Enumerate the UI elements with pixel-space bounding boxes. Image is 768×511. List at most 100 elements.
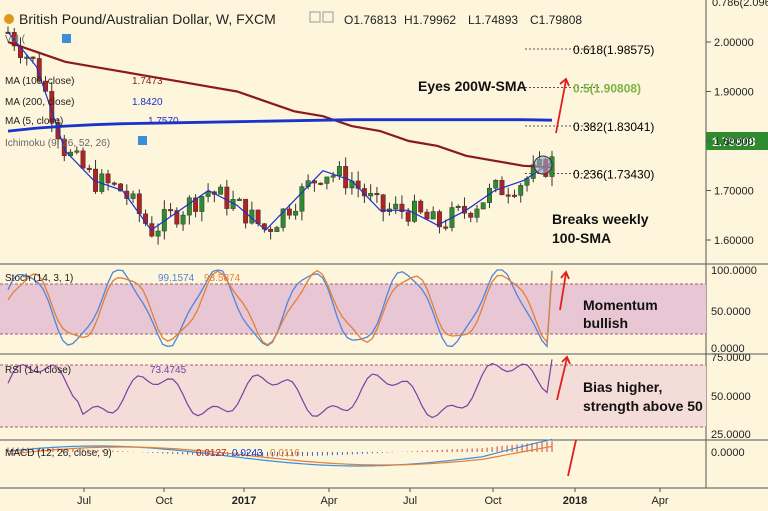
fib-level-label: 0.382(1.83041) xyxy=(573,120,654,134)
time-tick-label: 2017 xyxy=(232,495,256,507)
price-tick-label: 1.70000 xyxy=(714,186,754,198)
candle-body xyxy=(480,202,486,210)
ma100-value: 1.7473 xyxy=(132,76,163,87)
arrow-price-head xyxy=(559,77,570,87)
ma5-label[interactable]: MA (5, close) xyxy=(5,116,63,127)
close-value: C1.79808 xyxy=(530,13,582,27)
candle-body xyxy=(418,200,424,213)
price-tick-label: 1.80000 xyxy=(714,136,754,148)
candle-body xyxy=(299,186,305,212)
rsi-tick-label: 50.0000 xyxy=(711,391,751,403)
vol-label[interactable]: Vol ( xyxy=(5,34,26,45)
candle-body xyxy=(236,198,242,201)
rsi-band xyxy=(0,365,706,427)
candle-body xyxy=(411,200,417,222)
candle-body xyxy=(324,176,330,184)
current-price-label: 1.79808 xyxy=(712,135,756,149)
candle-body xyxy=(380,194,386,213)
macd-value-3: 0.0116 xyxy=(270,448,300,459)
ichimoku-icon[interactable] xyxy=(62,34,71,43)
candle-body xyxy=(180,214,186,225)
candle-body xyxy=(424,211,430,220)
arrow-stoch-head xyxy=(560,270,570,280)
ma100-label[interactable]: MA (100, close) xyxy=(5,76,74,87)
candle-body xyxy=(293,210,299,216)
ma-line xyxy=(7,118,553,133)
ma-line xyxy=(7,40,553,169)
annotation-momentum-2: bullish xyxy=(583,315,628,331)
stoch-tick-label: 100.0000 xyxy=(711,265,757,277)
candle-body xyxy=(168,209,174,212)
ichimoku-label[interactable]: Ichimoku (9, 26, 52, 26) xyxy=(5,138,110,149)
candle-body xyxy=(193,197,199,212)
time-tick-label: Apr xyxy=(320,495,337,507)
candle-body xyxy=(30,56,36,59)
candle-body xyxy=(318,182,324,185)
time-tick-label: Oct xyxy=(155,495,172,507)
time-tick-label: Jul xyxy=(77,495,91,507)
candle-body xyxy=(436,211,442,228)
annotation-breaks-2: 100-SMA xyxy=(552,230,611,246)
candle-body xyxy=(80,150,86,169)
candle-body xyxy=(474,208,480,218)
stoch-d-value: 93.5874 xyxy=(204,273,241,284)
macd-label[interactable]: MACD (12, 26, close, 9) xyxy=(5,448,112,459)
candle-body xyxy=(155,230,161,237)
macd-tick-label: 0.0000 xyxy=(711,447,745,459)
annotation-momentum-1: Momentum xyxy=(583,297,658,313)
stoch-tick-label: 0.0000 xyxy=(711,343,745,355)
candle-body xyxy=(518,185,524,196)
annotation-breaks-1: Breaks weekly xyxy=(552,211,649,227)
stoch-k-value: 99.1574 xyxy=(158,273,195,284)
candle-body xyxy=(111,182,117,185)
candle-body xyxy=(374,193,380,196)
ma200-value: 1.8420 xyxy=(132,97,163,108)
ma5-value: 1.7570 xyxy=(148,116,179,127)
ichimoku-settings-icon[interactable] xyxy=(138,136,147,145)
candle-body xyxy=(218,186,224,195)
fib-level-label: 0.618(1.98575) xyxy=(573,43,654,57)
candle-body xyxy=(49,91,55,123)
fib-level-label: 0.236(1.73430) xyxy=(573,168,654,182)
macd-value-1: 0.0127 xyxy=(196,448,227,459)
rsi-label[interactable]: RSI (14, close) xyxy=(5,365,71,376)
candle-body xyxy=(468,212,474,218)
time-tick-label: Jul xyxy=(403,495,417,507)
rsi-tick-label: 75.0000 xyxy=(711,352,751,364)
breakout-highlight xyxy=(533,155,553,175)
candle-body xyxy=(336,166,342,176)
candle-body xyxy=(274,227,280,232)
stoch-label[interactable]: Stoch (14, 3, 1) xyxy=(5,273,73,284)
ma200-label[interactable]: MA (200, close) xyxy=(5,97,74,108)
symbol-title: British Pound/Australian Dollar, W, FXCM xyxy=(19,11,276,27)
candle-body xyxy=(286,208,292,216)
candle-body xyxy=(512,194,517,197)
visibility-icon[interactable] xyxy=(322,11,334,23)
candle-body xyxy=(118,183,124,192)
macd-line xyxy=(7,438,553,467)
rsi-line xyxy=(7,359,553,419)
rsi-value: 73.4745 xyxy=(150,365,187,376)
candle-body xyxy=(74,150,80,153)
arrow-macd xyxy=(567,439,577,477)
arrow-rsi-head xyxy=(561,355,571,365)
candle-body xyxy=(280,208,286,228)
settings-icon[interactable] xyxy=(309,11,321,23)
arrow-price xyxy=(555,79,567,134)
price-tick-label: 2.00000 xyxy=(714,37,754,49)
price-tick-label: 1.60000 xyxy=(714,235,754,247)
candle-body xyxy=(205,191,211,197)
time-tick-label: Apr xyxy=(651,495,668,507)
candle-body xyxy=(105,173,111,184)
macd-signal-line xyxy=(7,445,553,466)
collapse-icon[interactable] xyxy=(4,14,14,24)
price-tick-label: 1.90000 xyxy=(714,87,754,99)
candle-body xyxy=(455,205,461,208)
ma-line xyxy=(7,31,553,231)
high-value: H1.79962 xyxy=(404,13,456,27)
candle-body xyxy=(399,203,405,212)
open-value: O1.76813 xyxy=(344,13,397,27)
candle-body xyxy=(343,166,349,189)
rsi-tick-label: 25.0000 xyxy=(711,429,751,441)
